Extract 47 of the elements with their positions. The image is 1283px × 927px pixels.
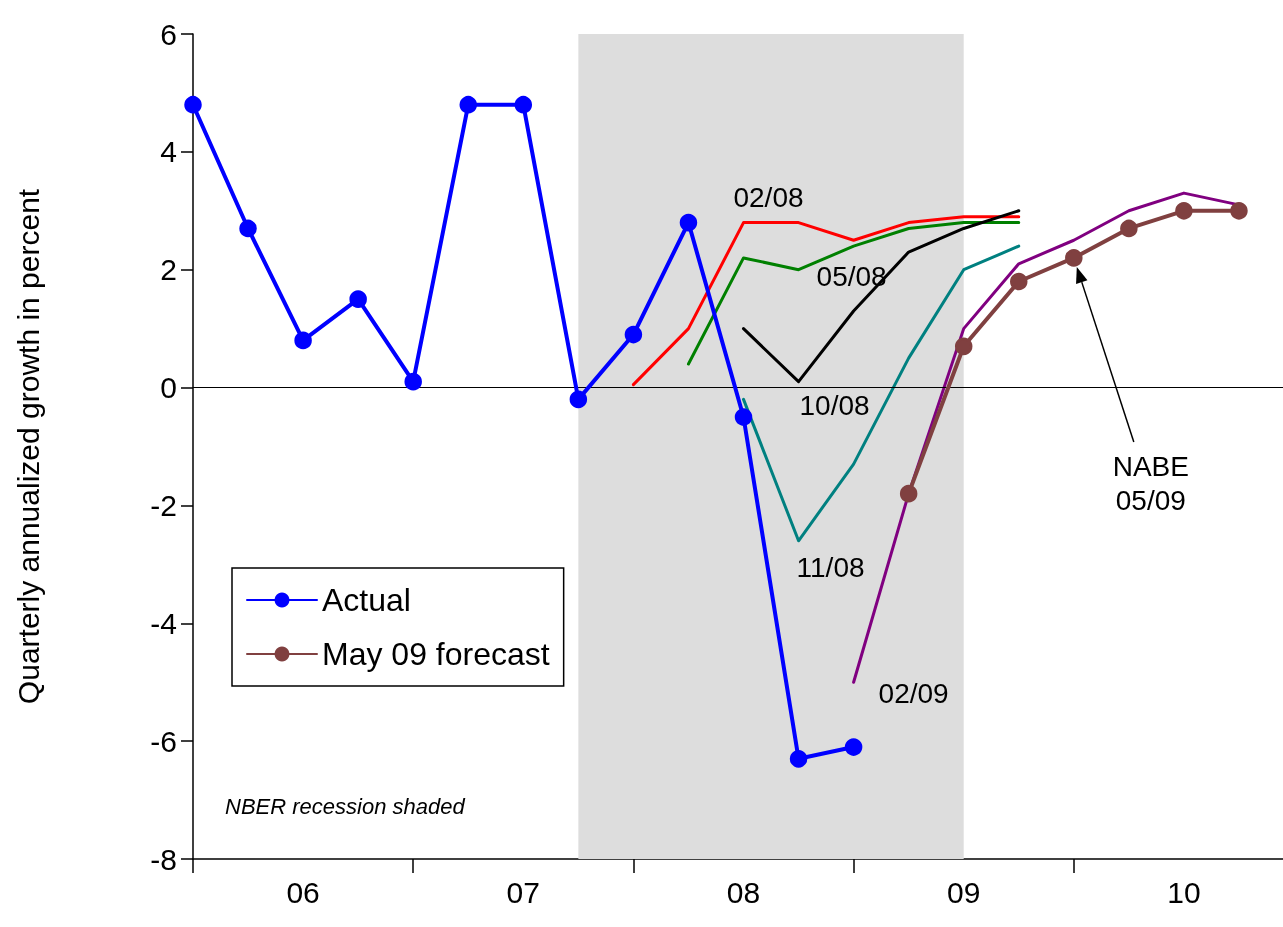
point (184, 95, 202, 114)
point (349, 290, 367, 308)
point (679, 213, 698, 232)
y-tick-label: 6 (160, 17, 177, 51)
line-series (686, 221, 1021, 366)
x-tick-label: 06 (286, 875, 320, 909)
x-tick-label: 08 (726, 875, 761, 909)
annotation: NABE 05/09 (1112, 451, 1189, 517)
annotation: NBER recession shaded (225, 793, 466, 819)
point (514, 95, 533, 114)
y-tick-label: 4 (160, 135, 177, 169)
y-tick-label: 0 (160, 371, 177, 405)
legend-label: Actual (322, 582, 411, 618)
series-label: 05/08 (816, 260, 887, 292)
point (844, 738, 863, 756)
line-series (742, 244, 1021, 543)
point (789, 750, 808, 768)
point (294, 331, 312, 350)
y-tick-label: -4 (150, 606, 177, 640)
x-tick-label: 09 (947, 875, 981, 909)
y-tick-label: 2 (160, 253, 177, 287)
point (899, 484, 918, 503)
series-label: 10/08 (799, 390, 870, 422)
point (734, 408, 753, 426)
series-label: 02/09 (878, 677, 949, 709)
point (1065, 249, 1083, 267)
line-series (742, 209, 1021, 384)
point (1175, 202, 1193, 220)
y-axis-title: Quarterly annualized growth in percent (11, 188, 45, 705)
point (1230, 202, 1248, 220)
series-label: 02/08 (733, 182, 804, 214)
point (459, 95, 477, 114)
point (1010, 272, 1028, 291)
y-tick-label: -2 (150, 488, 177, 522)
line-series (631, 215, 1021, 387)
point (624, 325, 643, 344)
y-tick-label: -8 (150, 842, 177, 876)
legend-label: May 09 forecast (322, 636, 550, 672)
point (1120, 219, 1138, 238)
point (404, 372, 422, 391)
point (569, 390, 588, 409)
point (954, 337, 973, 356)
x-tick-label: 07 (506, 875, 540, 909)
series-label: 11/08 (796, 552, 865, 584)
y-tick-label: -6 (150, 724, 177, 758)
point (239, 219, 257, 238)
x-tick-label: 10 (1167, 875, 1201, 909)
